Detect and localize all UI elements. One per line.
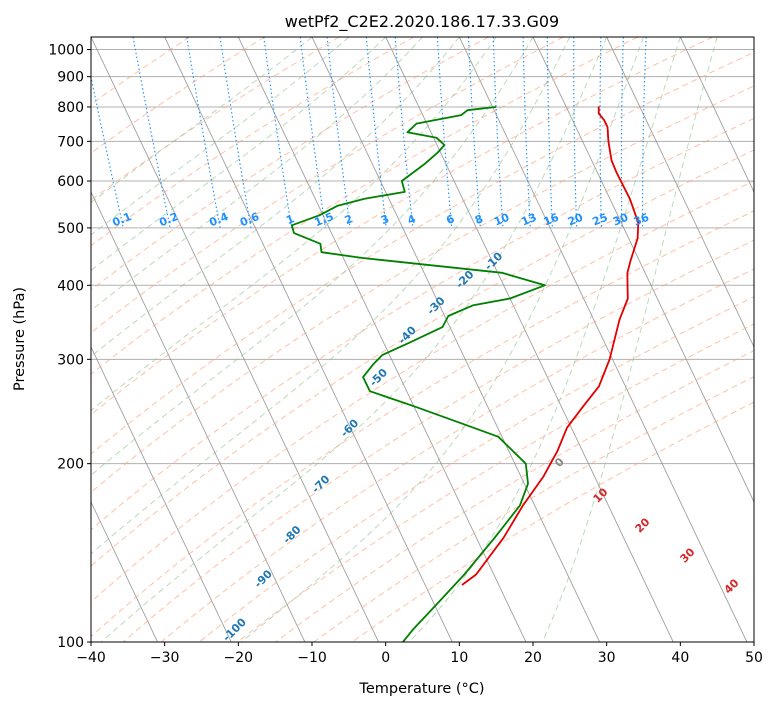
isotherm-line [91,345,232,642]
mixing-ratio-line [394,37,414,228]
x-tick-label: 30 [598,650,616,666]
mixing-ratio-label: 13 [519,211,538,229]
mixing-ratio-label: 20 [566,211,585,229]
y-axis: 100 200 300 400 500 600 700 800 900 1000 [48,43,91,651]
isotherm-line [679,37,754,194]
y-tick-label: 500 [57,221,84,237]
y-tick-label: 1000 [48,43,84,59]
moist-adiabat-line [408,37,681,642]
dry-adiabat-line [91,210,754,638]
y-tick-label: 900 [57,70,84,86]
dry-adiabat-line [91,180,754,603]
isotherm-line [91,37,379,642]
mixing-ratio-label: 36 [632,211,651,229]
x-tick-label: 10 [450,650,468,666]
isotherm-line [311,37,600,642]
dry-adiabat-line [91,37,564,334]
moist-adiabat-line [91,37,497,412]
moist-adiabat-line [91,37,460,358]
moist-adiabat-line [91,37,350,236]
dry-adiabat-line [91,37,639,375]
dry-adiabat-line [91,37,415,247]
dry-adiabat-line [237,323,754,642]
sounding-traces [290,106,640,642]
dry-adiabat-line [91,37,713,416]
moist-adiabat-line [541,37,718,642]
y-tick-label: 300 [57,352,84,368]
x-tick-label: 20 [524,650,542,666]
x-tick-label: −10 [297,650,327,666]
chart-title: wetPf2_C2E2.2020.186.17.33.G09 [285,12,559,32]
x-axis: −40 −30 −20 −10 0 10 20 30 40 50 [76,642,763,666]
x-tick-label: 40 [671,650,689,666]
x-axis-label: Temperature (°C) [358,681,484,697]
y-axis-label: Pressure (hPa) [12,287,28,391]
mixing-ratio-label: 1 [284,212,296,227]
mixing-ratio-line [219,37,252,228]
mixing-ratio-label: 16 [542,211,561,229]
dry-adiabat-line [91,37,489,291]
y-tick-label: 800 [57,100,84,116]
dry-adiabat-line [91,37,191,105]
y-tick-label: 200 [57,457,84,473]
mixing-ratio-label: 8 [473,212,485,227]
isotherm-line [458,37,748,642]
y-tick-label: 600 [57,174,84,190]
moist-adiabat-line [91,37,571,555]
plot-frame [90,36,755,643]
x-tick-label: −20 [224,650,254,666]
mixing-ratio-label: 3 [379,212,391,227]
mixing-ratio-label: 25 [591,211,610,229]
dry-adiabat-line [91,37,340,201]
dry-adiabat-line [91,51,754,455]
mixing-ratio-label: 10 [492,211,511,229]
x-tick-label: −40 [76,650,106,666]
moist-adiabat-line [241,37,644,642]
mixing-ratio-line [365,37,387,228]
isotherm-line [91,500,158,642]
moist-adiabat-line [91,37,387,272]
x-tick-label: 0 [381,650,390,666]
y-tick-label: 700 [57,134,84,150]
x-tick-label: −30 [150,650,180,666]
dry-adiabat-line [91,85,754,493]
isotherm-line [164,37,453,642]
moist-adiabat-line [91,37,423,312]
isotherm-line [606,37,754,349]
y-tick-label: 100 [57,635,84,651]
isotherm-line [532,37,754,504]
x-tick-label: 50 [745,650,763,666]
mixing-ratio-label: 2 [343,212,355,227]
mixing-ratio-line [299,37,326,228]
isotherm-line [91,190,306,642]
dry-adiabat-line [275,350,754,642]
mixing-ratio-line [263,37,293,228]
mixing-ratio-label: 30 [611,211,630,229]
dry-adiabat-line [122,239,754,642]
temperature-trace [461,106,640,586]
mixing-ratio-line [326,37,351,228]
dewpoint-trace [290,106,546,642]
moist-adiabat-line [91,37,534,476]
y-tick-label: 400 [57,278,84,294]
isotherm-line [237,37,527,642]
